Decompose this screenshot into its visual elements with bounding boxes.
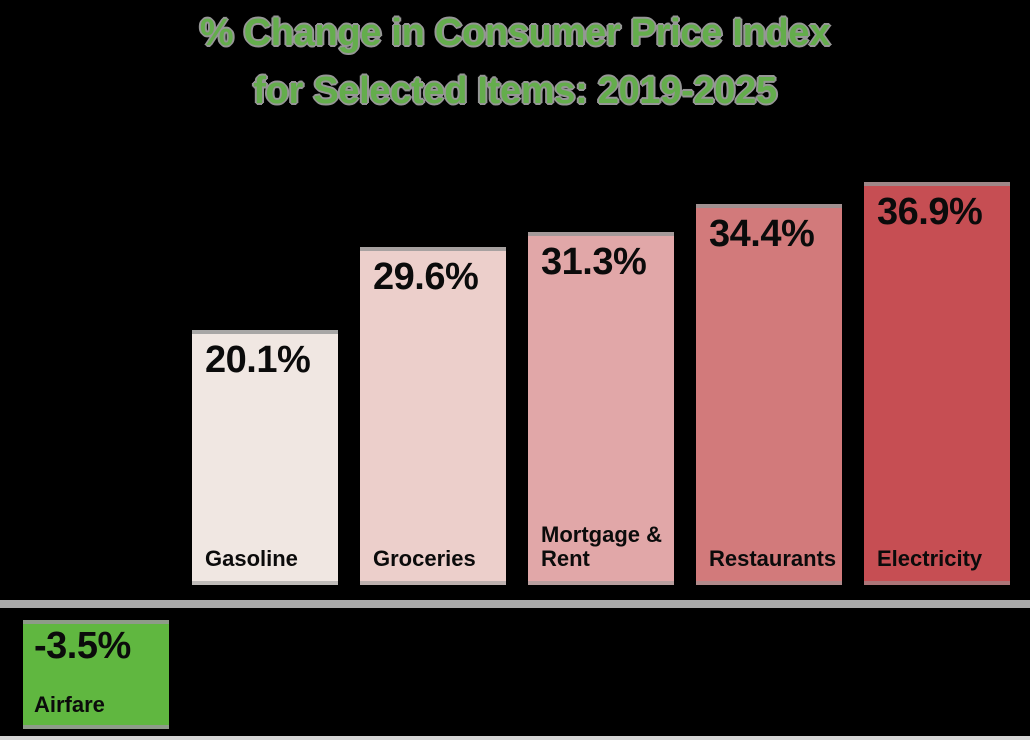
bar-category-label: Electricity bbox=[877, 545, 983, 571]
bar-electricity: 36.9% Electricity bbox=[864, 182, 1010, 585]
bottom-edge-rule bbox=[0, 736, 1030, 740]
bar-restaurants: 34.4% Restaurants bbox=[696, 204, 842, 585]
bar-category-label: Groceries bbox=[373, 545, 476, 571]
zero-baseline-rule bbox=[0, 600, 1030, 608]
bar-value-label: 34.4% bbox=[709, 213, 815, 255]
bar-value-label: 29.6% bbox=[373, 256, 479, 298]
bar-category-label: Mortgage & Rent bbox=[541, 521, 662, 571]
chart-title: % Change in Consumer Price Index for Sel… bbox=[0, 4, 1030, 120]
chart-title-line2: for Selected Items: 2019-2025 bbox=[253, 70, 777, 112]
bar-value-label: 31.3% bbox=[541, 241, 647, 283]
positive-bars-group: 20.1% Gasoline 29.6% Groceries 31.3% Mor… bbox=[192, 0, 1030, 585]
bar-value-label: -3.5% bbox=[34, 625, 131, 667]
bar-category-label: Airfare bbox=[34, 691, 105, 717]
bar-airfare: -3.5% Airfare bbox=[23, 620, 169, 729]
bar-groceries: 29.6% Groceries bbox=[360, 247, 506, 585]
bar-value-label: 36.9% bbox=[877, 191, 983, 233]
bar-mortgage-rent: 31.3% Mortgage & Rent bbox=[528, 232, 674, 585]
bar-value-label: 20.1% bbox=[205, 339, 311, 381]
bar-gasoline: 20.1% Gasoline bbox=[192, 330, 338, 585]
bar-category-label: Restaurants bbox=[709, 545, 837, 571]
bar-category-label: Gasoline bbox=[205, 545, 298, 571]
chart-title-line1: % Change in Consumer Price Index bbox=[199, 12, 831, 54]
